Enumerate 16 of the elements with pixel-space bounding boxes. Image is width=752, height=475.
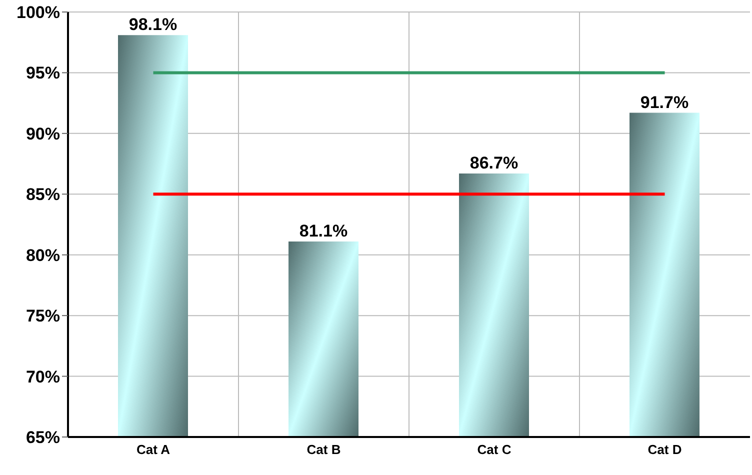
data-label: 98.1% (128, 15, 178, 34)
data-label: 91.7% (640, 92, 689, 112)
x-tick-label: Cat B (306, 442, 341, 458)
y-tick-label: 85% (26, 185, 60, 204)
data-label: 86.7% (470, 154, 518, 172)
y-tick-label: 90% (26, 124, 60, 144)
y-tick-label: 70% (26, 367, 60, 386)
y-tick-label: 65% (26, 428, 60, 448)
y-tick-label: 80% (26, 246, 60, 265)
y-tick-label: 100% (16, 3, 60, 22)
y-tick-label: 95% (26, 64, 60, 83)
y-tick-label: 75% (26, 306, 60, 326)
data-label: 81.1% (299, 222, 348, 240)
x-tick-label: Cat C (477, 442, 512, 458)
x-tick-label: Cat D (648, 442, 682, 458)
x-tick-label: Cat A (136, 442, 171, 458)
